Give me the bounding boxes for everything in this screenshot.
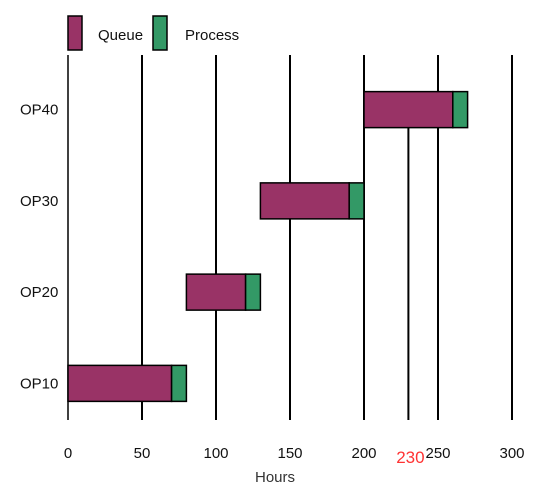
- x-axis-label: Hours: [255, 469, 295, 485]
- bar-op10-queue: [67, 364, 173, 403]
- x-tick-250: 250: [425, 445, 450, 462]
- category-label-op20: OP20: [20, 284, 58, 301]
- legend-swatch-queue: [67, 15, 83, 51]
- x-tick-200: 200: [351, 445, 376, 462]
- bar-op40-queue: [363, 90, 454, 129]
- bar-op30-queue: [259, 182, 350, 220]
- bar-op10-process: [170, 364, 188, 403]
- x-tick-100: 100: [203, 445, 228, 462]
- category-label-op10: OP10: [20, 375, 58, 392]
- legend-swatch-process: [152, 15, 168, 51]
- x-tick-50: 50: [134, 445, 151, 462]
- category-labels: OP10 OP20 OP30 OP40: [20, 102, 58, 393]
- x-tick-150: 150: [277, 445, 302, 462]
- annotation-230: 230: [396, 448, 424, 467]
- x-tick-labels: 0 50 100 150 200 250 300: [64, 445, 525, 462]
- legend: Queue Process: [67, 15, 239, 51]
- category-label-op40: OP40: [20, 102, 58, 119]
- bars: [67, 90, 469, 403]
- bar-op30-process: [348, 182, 365, 220]
- x-tick-0: 0: [64, 445, 72, 462]
- legend-label-process: Process: [185, 27, 239, 44]
- legend-label-queue: Queue: [98, 27, 143, 44]
- bar-op40-process: [452, 90, 469, 129]
- bar-op20-queue: [185, 273, 247, 311]
- category-label-op30: OP30: [20, 193, 58, 210]
- x-tick-300: 300: [499, 445, 524, 462]
- bar-op20-process: [244, 273, 262, 311]
